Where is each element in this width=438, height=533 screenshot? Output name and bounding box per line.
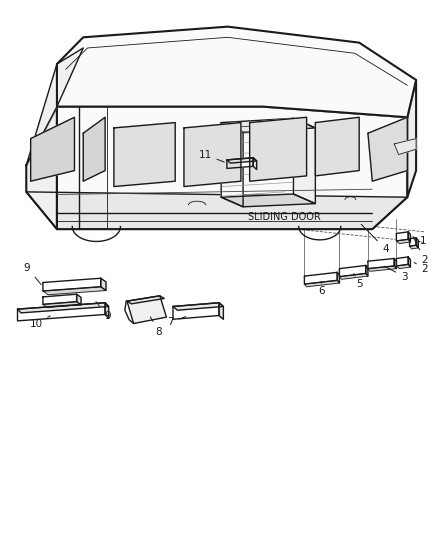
Polygon shape [410, 245, 418, 249]
Polygon shape [43, 287, 106, 295]
Polygon shape [57, 107, 407, 229]
Text: 10: 10 [29, 316, 50, 329]
Polygon shape [219, 303, 223, 319]
Polygon shape [173, 303, 223, 310]
Polygon shape [57, 27, 416, 117]
Polygon shape [227, 158, 257, 163]
Polygon shape [26, 48, 83, 165]
Polygon shape [184, 123, 241, 187]
Polygon shape [31, 117, 74, 181]
Polygon shape [366, 265, 368, 276]
Text: 8: 8 [150, 317, 162, 336]
Polygon shape [315, 117, 359, 176]
Polygon shape [127, 296, 166, 324]
Polygon shape [173, 303, 219, 319]
Polygon shape [253, 158, 257, 169]
Polygon shape [368, 266, 396, 271]
Polygon shape [396, 264, 410, 269]
Polygon shape [101, 278, 106, 290]
Polygon shape [339, 265, 366, 277]
Text: 11: 11 [198, 150, 224, 162]
Polygon shape [394, 259, 396, 269]
Polygon shape [43, 278, 101, 291]
Polygon shape [114, 123, 175, 187]
Text: 2: 2 [413, 237, 428, 265]
Polygon shape [407, 80, 416, 197]
Polygon shape [337, 272, 339, 283]
Polygon shape [339, 273, 368, 279]
Polygon shape [293, 118, 315, 204]
Text: 4: 4 [361, 224, 389, 254]
Text: 1: 1 [417, 236, 426, 246]
Polygon shape [396, 232, 408, 241]
Polygon shape [77, 294, 81, 305]
Polygon shape [396, 239, 410, 244]
Polygon shape [304, 280, 339, 287]
Polygon shape [394, 139, 416, 155]
Polygon shape [227, 158, 253, 168]
Text: 5: 5 [354, 273, 363, 288]
Polygon shape [26, 192, 407, 229]
Polygon shape [105, 303, 109, 318]
Polygon shape [43, 302, 81, 308]
Polygon shape [83, 117, 105, 181]
Polygon shape [18, 303, 105, 321]
Polygon shape [127, 296, 164, 304]
Polygon shape [43, 294, 77, 304]
Polygon shape [26, 107, 57, 229]
Polygon shape [410, 238, 416, 246]
Polygon shape [221, 194, 315, 207]
Polygon shape [368, 117, 407, 181]
Polygon shape [18, 303, 109, 313]
Text: 9: 9 [24, 263, 41, 285]
Polygon shape [396, 257, 408, 266]
Text: 2: 2 [414, 263, 428, 273]
Polygon shape [408, 232, 410, 242]
Text: 6: 6 [318, 281, 325, 296]
Polygon shape [368, 259, 394, 269]
Polygon shape [416, 238, 418, 248]
Polygon shape [304, 272, 337, 284]
Polygon shape [250, 117, 307, 181]
Polygon shape [408, 257, 410, 267]
Text: 9: 9 [96, 302, 111, 320]
Polygon shape [221, 123, 243, 207]
Text: SLIDING DOOR: SLIDING DOOR [248, 213, 321, 222]
Polygon shape [221, 118, 315, 132]
Text: 3: 3 [385, 266, 408, 281]
Text: 7: 7 [167, 317, 186, 327]
